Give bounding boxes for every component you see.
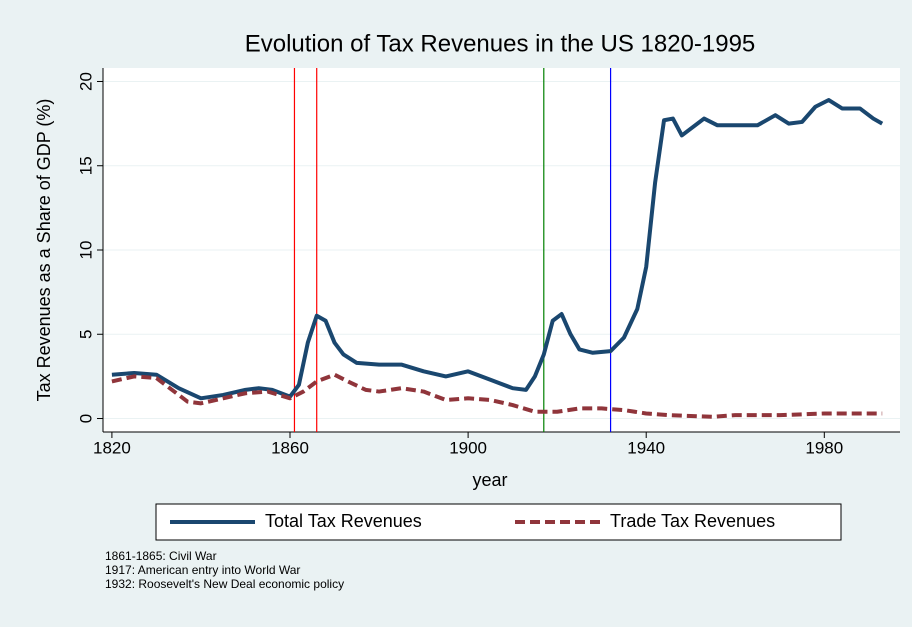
x-tick-label: 1980 <box>805 438 843 457</box>
x-axis-label: year <box>472 470 507 490</box>
y-tick-label: 5 <box>76 330 95 339</box>
y-tick-label: 0 <box>76 414 95 423</box>
legend <box>155 503 842 541</box>
x-tick-label: 1860 <box>271 438 309 457</box>
x-tick-label: 1820 <box>93 438 131 457</box>
chart-title: Evolution of Tax Revenues in the US 1820… <box>245 30 756 57</box>
note: 1917: American entry into World War <box>105 563 300 577</box>
x-tick-label: 1900 <box>449 438 487 457</box>
series-line <box>111 372 883 419</box>
y-tick-label: 10 <box>76 241 95 260</box>
y-tick-label: 20 <box>76 72 95 91</box>
y-axis-label: Tax Revenues as a Share of GDP (%) <box>34 99 54 402</box>
y-tick-label: 15 <box>76 156 95 175</box>
note: 1932: Roosevelt's New Deal economic poli… <box>105 577 344 591</box>
legend-label: Trade Tax Revenues <box>610 511 775 531</box>
note: 1861-1865: Civil War <box>105 549 217 563</box>
x-tick-label: 1940 <box>627 438 665 457</box>
legend-label: Total Tax Revenues <box>265 511 422 531</box>
